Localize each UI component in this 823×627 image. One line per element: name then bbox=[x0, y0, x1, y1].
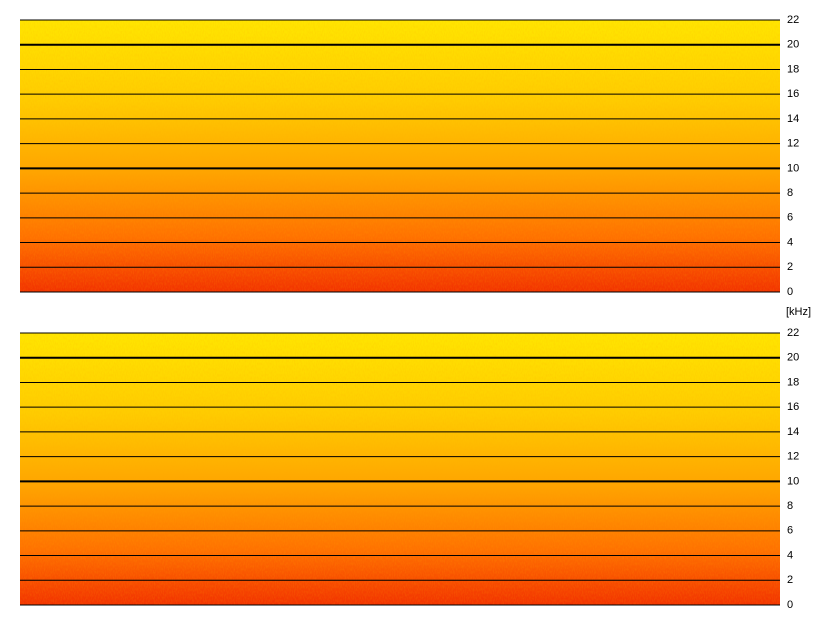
spectrogram-texture bbox=[20, 20, 780, 292]
y-tick-label: 20 bbox=[787, 352, 799, 364]
y-tick-label: 4 bbox=[787, 549, 793, 561]
y-tick-label: 8 bbox=[787, 500, 793, 512]
y-axis-unit: [kHz] bbox=[786, 306, 811, 318]
y-tick-label: 18 bbox=[787, 376, 799, 388]
spectrogram-texture bbox=[20, 333, 780, 605]
y-tick-label: 0 bbox=[787, 599, 793, 611]
y-tick-label: 6 bbox=[787, 525, 793, 537]
y-tick-label: 16 bbox=[787, 401, 799, 413]
y-tick-label: 22 bbox=[787, 14, 799, 26]
y-tick-label: 18 bbox=[787, 63, 799, 75]
y-tick-label: 4 bbox=[787, 236, 793, 248]
y-tick-label: 8 bbox=[787, 187, 793, 199]
y-tick-label: 2 bbox=[787, 261, 793, 273]
y-tick-label: 14 bbox=[787, 113, 799, 125]
y-tick-label: 20 bbox=[787, 39, 799, 51]
y-tick-label: 14 bbox=[787, 426, 799, 438]
y-tick-label: 16 bbox=[787, 88, 799, 100]
y-tick-label: 6 bbox=[787, 212, 793, 224]
y-tick-label: 2 bbox=[787, 574, 793, 586]
y-tick-label: 22 bbox=[787, 327, 799, 339]
y-tick-label: 12 bbox=[787, 138, 799, 150]
y-tick-label: 12 bbox=[787, 451, 799, 463]
y-tick-label: 10 bbox=[787, 475, 799, 487]
y-tick-label: 0 bbox=[787, 286, 793, 298]
y-tick-label: 10 bbox=[787, 162, 799, 174]
